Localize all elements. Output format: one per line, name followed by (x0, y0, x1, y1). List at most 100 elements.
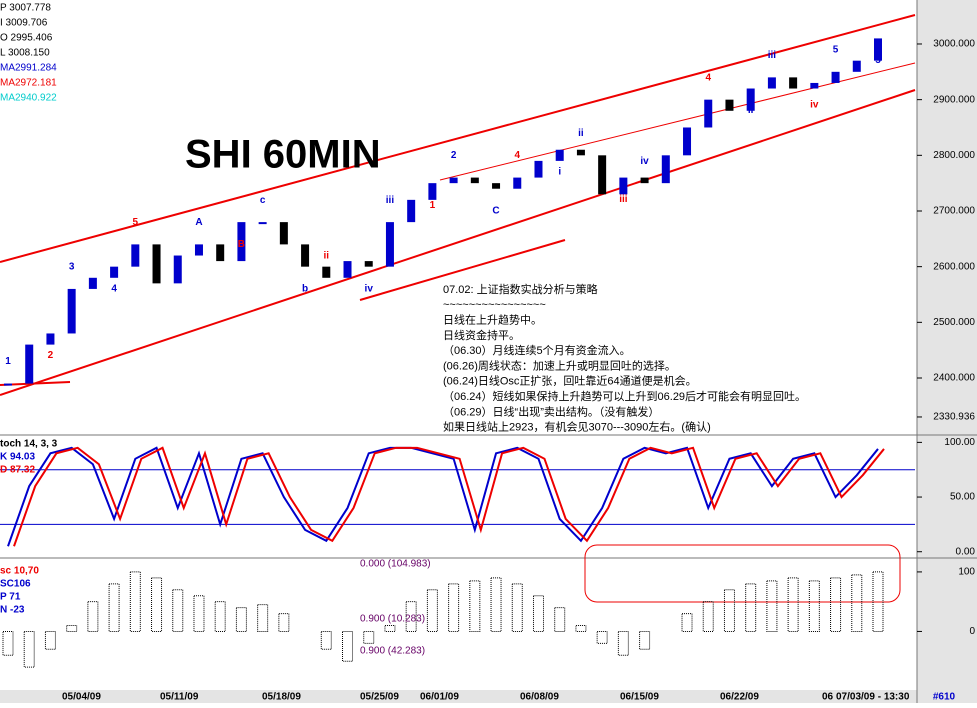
y-tick-label: 2900.000 (933, 94, 975, 105)
y-tick-label: 2400.000 (933, 373, 975, 384)
y-tick-label: 2600.000 (933, 261, 975, 272)
osc-bar (342, 630, 354, 662)
candle (576, 149, 585, 156)
candle (449, 177, 458, 184)
commentary-line: (06.24)日线Osc正扩张，回吐靠近64通道便是机会。 (443, 374, 697, 388)
osc-bar (278, 613, 290, 632)
stoch-legend: toch 14, 3, 3 (0, 439, 58, 450)
commentary-line: 日线在上升趋势中。 (443, 313, 542, 327)
candle (343, 261, 352, 278)
date-label: 05/04/09 (62, 692, 101, 703)
y-tick-label: 100.00 (944, 437, 975, 448)
wave-label: ii (748, 105, 754, 116)
wave-label: 2 (48, 350, 54, 361)
candle (513, 177, 522, 189)
wave-label: 2 (451, 150, 457, 161)
legend-entry: O 2995.406 (0, 33, 53, 44)
candle (704, 99, 713, 128)
osc-bar (830, 577, 842, 632)
osc-level: 0.000 (104.983) (360, 559, 431, 570)
candle (67, 288, 76, 334)
channel-line (0, 89, 916, 396)
candle (810, 82, 819, 89)
y-tick-label: 2330.936 (933, 412, 975, 423)
wave-label: 4 (705, 72, 711, 83)
candle (322, 266, 331, 278)
wave-label: 1 (430, 200, 436, 211)
osc-bar (851, 574, 863, 632)
candle (725, 99, 734, 111)
osc-bar (405, 601, 417, 632)
osc-bar (617, 630, 629, 656)
osc-bar (702, 601, 714, 632)
wave-label: B (238, 239, 245, 250)
candle (640, 177, 649, 184)
date-label: 06/22/09 (720, 692, 759, 703)
osc-bar (363, 630, 375, 644)
candle (385, 222, 394, 267)
candle (619, 177, 628, 195)
wave-label: i (558, 166, 561, 177)
legend-entry: L 3008.150 (0, 48, 50, 59)
candle (4, 383, 12, 386)
candle (831, 71, 840, 83)
candle (492, 183, 501, 189)
y-tick-label: 2500.000 (933, 317, 975, 328)
stoch-d-line (13, 446, 885, 547)
commentary-line: ~~~~~~~~~~~~~~~~ (443, 299, 546, 311)
date-label: 06 (822, 692, 834, 703)
candle (746, 88, 755, 111)
wave-label: iii (768, 50, 777, 61)
candle (767, 77, 776, 89)
osc-bar (723, 589, 735, 632)
candle (683, 127, 692, 156)
date-label: 05/11/09 (160, 692, 199, 703)
osc-legend: sc 10,70 (0, 566, 39, 577)
osc-bar (384, 624, 396, 632)
osc-bar (426, 589, 438, 632)
commentary-line: 日线资金持平。 (443, 328, 520, 342)
osc-level: 0.900 (10.283) (360, 614, 425, 625)
candle (88, 277, 97, 289)
osc-bar (639, 630, 651, 650)
candle (194, 244, 203, 256)
osc-bar (257, 604, 269, 632)
osc-bar (87, 601, 99, 632)
candle (301, 244, 310, 267)
wave-label: 3 (684, 144, 690, 155)
candle (852, 60, 861, 72)
annotation-box (584, 544, 901, 603)
y-tick-label: 2700.000 (933, 206, 975, 217)
osc-legend: SC106 (0, 579, 31, 590)
candle (216, 244, 225, 262)
osc-bar (44, 630, 56, 650)
candle (407, 199, 416, 223)
osc-bar (151, 577, 163, 632)
wave-label: 1 (5, 356, 11, 367)
date-label: 06/01/09 (420, 692, 459, 703)
osc-bar (554, 607, 566, 632)
osc-legend: P 71 (0, 592, 21, 603)
osc-bar (681, 613, 693, 632)
commentary-line: 如果日线站上2923，有机会见3070---3090左右。(确认) (443, 420, 711, 434)
wave-label: 5 (833, 44, 839, 55)
osc-legend: N -23 (0, 605, 25, 616)
osc-bar (320, 630, 332, 650)
arrow-line (359, 239, 566, 301)
wave-label: ii (324, 250, 330, 261)
legend-entry: P 3007.778 (0, 3, 51, 14)
wave-label: iv (810, 100, 819, 111)
stoch-legend: K 94.03 (0, 452, 35, 463)
candle (279, 222, 288, 245)
candle (25, 344, 34, 384)
candle (428, 183, 437, 200)
wave-label: iv (365, 283, 374, 294)
commentary-line: （06.29）日线“出现”卖出结构。（没有触发） (443, 404, 659, 418)
osc-bar (469, 580, 481, 632)
wave-label: C (492, 205, 499, 216)
osc-bar (214, 601, 226, 632)
osc-bar (172, 589, 184, 632)
osc-bar (575, 624, 587, 632)
corner-label: #610 (933, 692, 956, 703)
